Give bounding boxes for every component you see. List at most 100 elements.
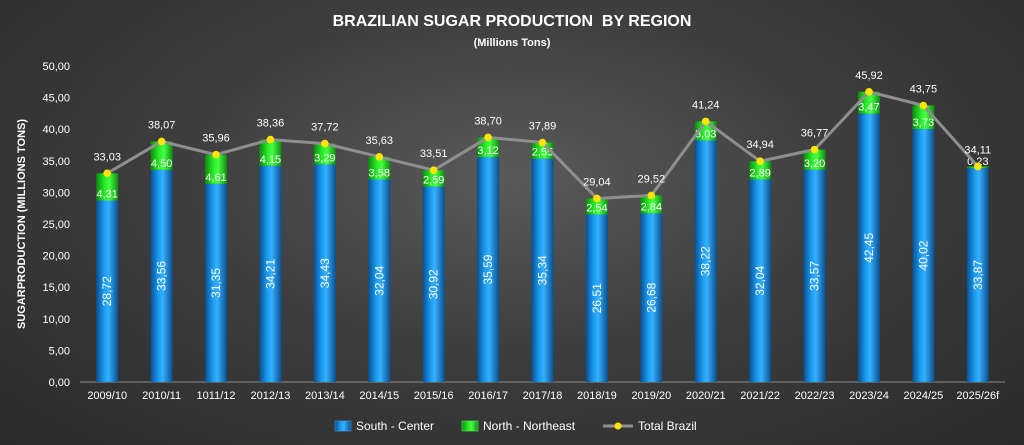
bars-layer <box>96 91 989 382</box>
data-label-total-brazil: 35,63 <box>365 135 393 147</box>
bar-south-center <box>477 157 500 382</box>
y-tick-label: 40,00 <box>42 124 70 136</box>
point-total-brazil <box>157 137 166 146</box>
point-total-brazil <box>375 153 384 161</box>
data-label-south-center: 40,02 <box>916 240 930 270</box>
data-label-north-northeast: 3,12 <box>477 145 498 157</box>
legend-label-south-center: South - Center <box>356 419 434 433</box>
data-label-total-brazil: 33,03 <box>93 151 121 163</box>
point-total-brazil <box>212 150 220 159</box>
x-tick-label: 2025/26f <box>956 390 1000 402</box>
data-label-total-brazil: 38,70 <box>474 115 502 127</box>
data-label-total-brazil: 38,07 <box>148 119 176 131</box>
point-total-brazil <box>321 139 329 148</box>
bar-south-center <box>857 113 880 382</box>
data-label-south-center: 38,22 <box>699 246 713 276</box>
data-label-total-brazil: 29,52 <box>638 173 666 185</box>
x-tick-label: 2020/21 <box>686 390 726 402</box>
bar-south-center <box>640 213 663 382</box>
data-label-south-center: 32,04 <box>372 265 386 295</box>
data-label-north-northeast: 3,47 <box>858 102 879 114</box>
bar-north-northeast <box>803 149 826 170</box>
x-tick-label: 2021/22 <box>740 390 780 402</box>
point-total-brazil <box>973 162 982 171</box>
data-label-north-northeast: 4,31 <box>96 188 117 200</box>
point-total-brazil <box>266 135 275 144</box>
point-total-brazil <box>647 191 656 200</box>
data-label-south-center: 26,68 <box>644 282 658 312</box>
x-tick-label: 2022/23 <box>795 390 835 402</box>
data-label-total-brazil: 35,96 <box>202 133 230 145</box>
total-line-layer: 33,03 38,07 35,96 38,36 37,72 35,63 33,51 38,70… <box>93 70 991 203</box>
x-tick-label: 2015/16 <box>414 390 454 402</box>
data-label-south-center: 28,72 <box>100 276 114 306</box>
data-label-north-northeast: 4,50 <box>151 158 172 170</box>
x-tick-label: 1011/12 <box>197 390 236 402</box>
legend-label-north-northeast: North - Northeast <box>483 419 576 433</box>
point-total-brazil <box>810 145 819 154</box>
bar-north-northeast <box>150 141 173 170</box>
point-total-brazil <box>103 169 112 178</box>
x-tick-label: 2024/25 <box>903 390 943 402</box>
chart-title: BRAZILIAN SUGAR PRODUCTION BY REGION <box>333 13 692 30</box>
bar-south-center <box>96 200 119 382</box>
bar-north-northeast <box>422 170 445 187</box>
bar-north-northeast <box>749 161 772 180</box>
data-label-south-center: 30,92 <box>427 269 441 299</box>
legend: South - Center North - Northeast Total B… <box>334 419 697 433</box>
data-label-south-center: 35,34 <box>536 255 550 285</box>
data-label-north-northeast: 2,54 <box>586 202 607 214</box>
point-total-brazil <box>484 133 492 142</box>
y-tick-label: 15,00 <box>42 282 70 294</box>
bar-south-center <box>585 214 608 382</box>
data-label-total-brazil: 43,75 <box>910 84 938 96</box>
bar-south-center <box>912 129 935 382</box>
data-label-south-center: 33,56 <box>155 261 169 291</box>
data-label-north-northeast: 2,59 <box>423 175 444 187</box>
bar-north-northeast <box>259 139 282 166</box>
y-tick-label: 30,00 <box>42 187 70 199</box>
legend-label-total-brazil: Total Brazil <box>638 419 697 433</box>
x-axis-ticks: 2009/10 2010/11 1011/12 2012/13 2013/14 2014/… <box>80 381 1005 402</box>
y-tick-label: 20,00 <box>42 251 70 263</box>
data-label-north-northeast: 4,15 <box>260 154 281 166</box>
data-label-north-northeast: 3,20 <box>804 158 825 170</box>
x-tick-label: 2023/24 <box>849 390 889 402</box>
y-tick-label: 10,00 <box>42 314 70 326</box>
bar-south-center <box>259 165 282 382</box>
legend-item-north-northeast: North - Northeast <box>461 419 576 433</box>
x-tick-label: 2014/15 <box>359 390 399 402</box>
bar-south-center <box>150 169 173 382</box>
bar-south-center <box>205 183 228 382</box>
y-tick-label: 25,00 <box>42 219 70 231</box>
bar-north-northeast <box>640 195 663 214</box>
legend-swatch-north-northeast <box>461 420 479 432</box>
data-label-south-center: 34,43 <box>318 258 332 288</box>
data-label-total-brazil: 41,24 <box>692 99 720 111</box>
point-total-brazil <box>538 138 547 147</box>
bar-labels-layer: 28,72 4,31 33,56 4,50 31,35 4,61 34,21 4,15 34,4… <box>96 102 988 314</box>
x-tick-label: 2016/17 <box>468 390 508 402</box>
data-label-north-northeast: 3,29 <box>314 152 335 164</box>
y-tick-label: 35,00 <box>42 156 70 168</box>
point-total-brazil <box>593 194 601 203</box>
bar-north-northeast <box>96 173 119 201</box>
y-tick-label: 5,00 <box>49 345 70 357</box>
data-label-north-northeast: 3,58 <box>369 168 390 180</box>
x-tick-label: 2012/13 <box>251 390 291 402</box>
data-label-total-brazil: 33,51 <box>420 148 448 160</box>
data-label-total-brazil: 37,89 <box>529 121 557 133</box>
point-total-brazil <box>865 87 873 96</box>
data-label-south-center: 33,57 <box>808 261 822 291</box>
x-tick-label: 2017/18 <box>523 390 563 402</box>
data-label-total-brazil: 34,94 <box>746 139 774 151</box>
bar-north-northeast <box>313 143 336 165</box>
data-label-south-center: 32,04 <box>753 265 767 295</box>
bar-south-center <box>313 164 336 382</box>
data-label-north-northeast: 4,61 <box>205 172 226 184</box>
bar-south-center <box>531 158 554 382</box>
bar-north-northeast <box>205 154 228 184</box>
x-tick-label: 2018/19 <box>577 390 617 402</box>
bar-south-center <box>803 169 826 382</box>
